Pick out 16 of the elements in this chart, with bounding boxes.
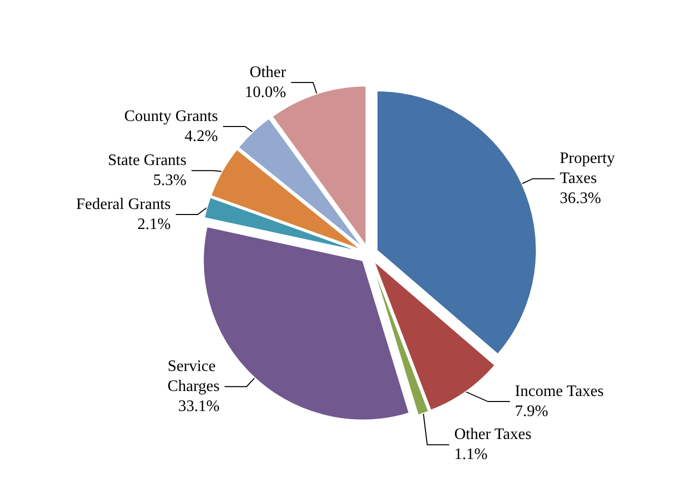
data-label: 2.1% xyxy=(137,216,171,234)
slice-label: Property Taxes xyxy=(560,150,619,188)
data-label: 7.9% xyxy=(514,403,548,420)
data-label: 5.3% xyxy=(153,172,186,190)
data-label: 33.1% xyxy=(178,398,220,416)
slice-label: State Grants xyxy=(108,152,186,170)
slice-label: Income Taxes xyxy=(514,383,604,400)
data-label: 4.2% xyxy=(184,128,218,145)
data-label: 10.0% xyxy=(244,84,286,101)
slice-label: Other xyxy=(250,64,287,81)
slice-label: Service Charges xyxy=(167,358,220,396)
data-label: 36.3% xyxy=(560,190,602,208)
slice-label: County Grants xyxy=(124,108,218,125)
data-label: 1.1% xyxy=(454,446,488,464)
slice-label: Federal Grants xyxy=(76,196,171,214)
slice-label: Other Taxes xyxy=(454,426,532,444)
